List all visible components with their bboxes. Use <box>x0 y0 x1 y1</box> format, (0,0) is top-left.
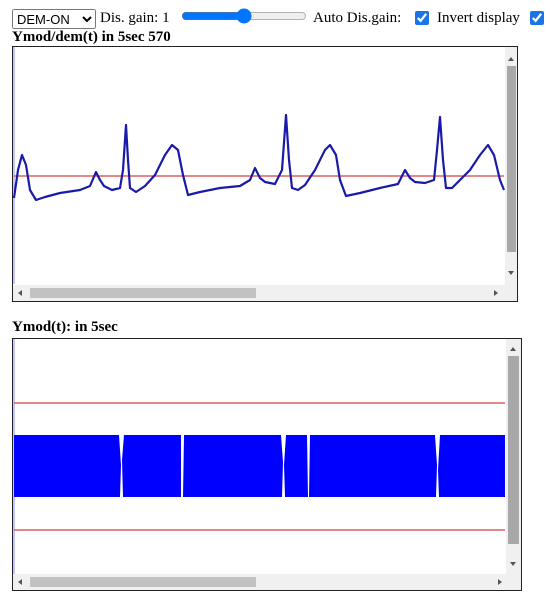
invert-checkbox[interactable] <box>530 11 544 25</box>
gain-label: Dis. gain: 1 <box>100 10 170 26</box>
gain-slider-wrap <box>181 8 307 29</box>
signal-band <box>14 435 505 497</box>
v-scroll-thumb[interactable] <box>508 356 519 544</box>
auto-gain-label: Auto Dis.gain: <box>313 10 402 26</box>
mode-select[interactable]: DEM-ON <box>12 9 96 29</box>
invert-label: Invert display <box>437 10 520 26</box>
invert-wrap <box>530 11 544 30</box>
v-scroll-thumb[interactable] <box>507 66 516 252</box>
auto-gain-checkbox[interactable] <box>415 11 429 25</box>
panel-frame <box>12 46 518 302</box>
auto-gain-wrap <box>415 11 429 30</box>
panel-title: Ymod(t): in 5sec <box>12 319 118 335</box>
h-scroll-thumb[interactable] <box>30 288 256 298</box>
gain-slider[interactable] <box>181 8 307 24</box>
mode-select-wrap: DEM-ON <box>12 9 96 29</box>
h-scroll-thumb[interactable] <box>30 577 256 587</box>
signal-trace <box>12 113 506 202</box>
band-gaps <box>119 435 440 497</box>
panel-title: Ymod/dem(t) in 5sec 570 <box>12 29 171 45</box>
